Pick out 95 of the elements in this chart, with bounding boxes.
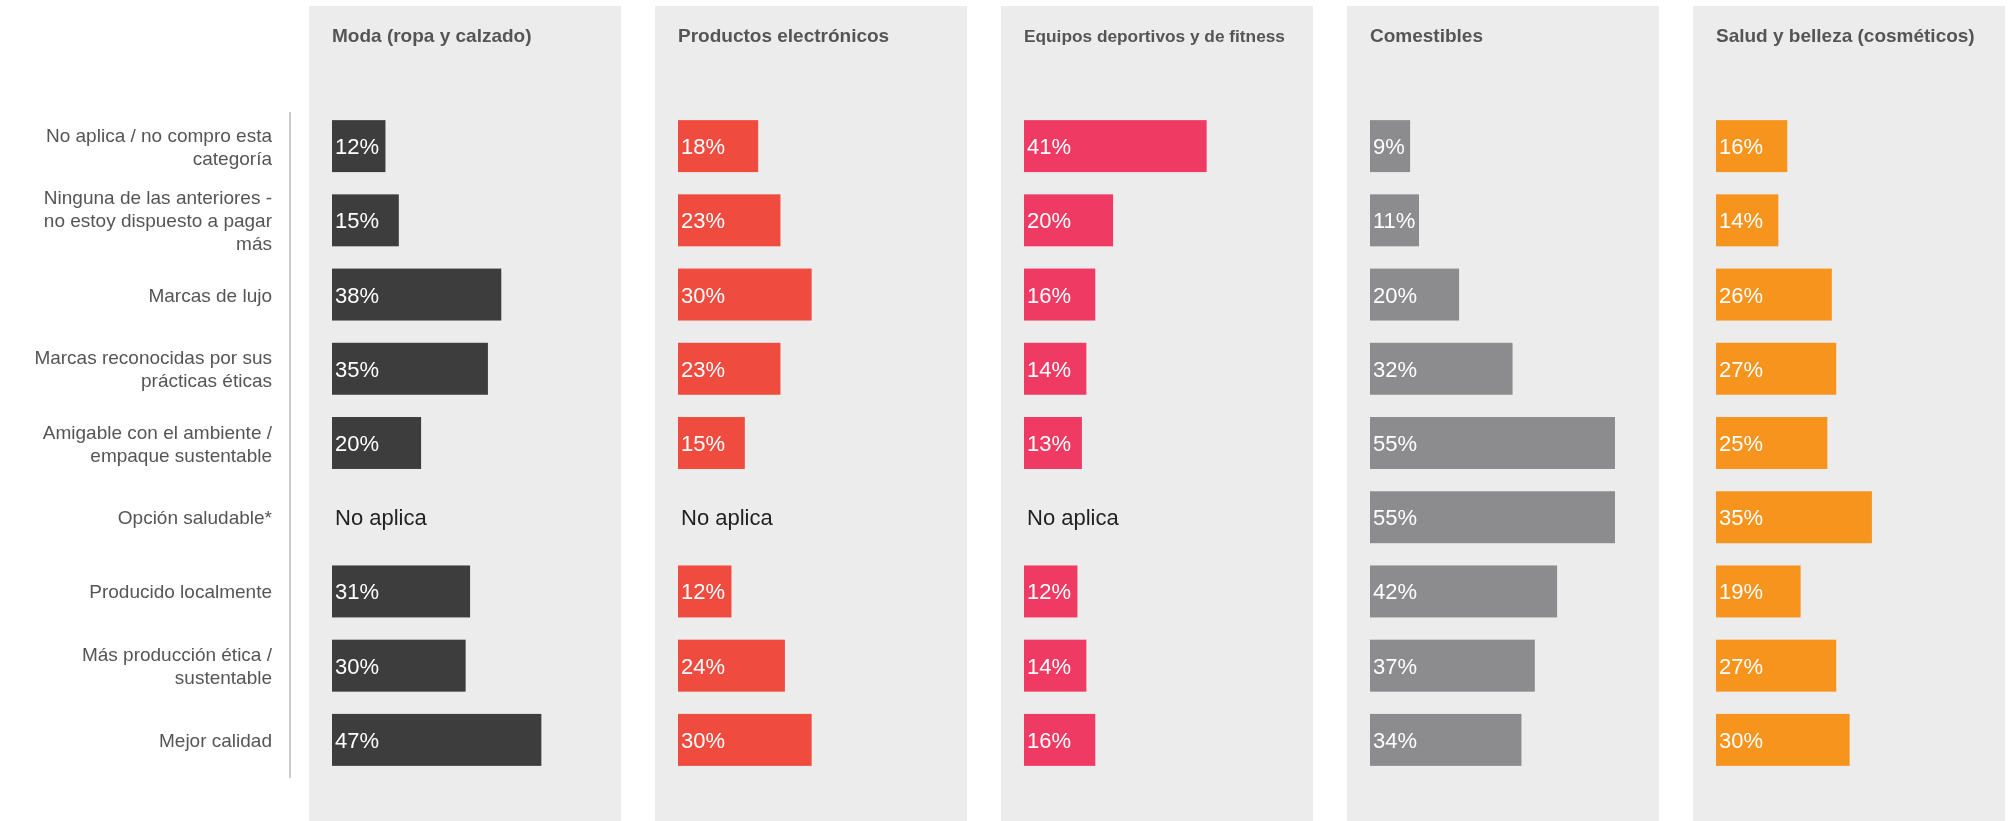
bar — [1024, 639, 1087, 692]
bar — [1024, 342, 1087, 395]
bar — [1370, 268, 1460, 321]
chart-title: Moda (ropa y calzado) — [332, 25, 532, 46]
y-tick-label: No aplica / no compro esta categoría — [45, 124, 273, 169]
data-label: 41% — [1027, 134, 1072, 160]
data-label: 55% — [1373, 431, 1418, 456]
data-label: 30% — [1719, 727, 1764, 753]
data-label: 35% — [335, 356, 380, 382]
data-label: 38% — [335, 282, 380, 308]
bar — [1716, 639, 1837, 692]
data-label: 31% — [335, 579, 380, 605]
data-label: 25% — [1719, 431, 1764, 456]
data-label: 11% — [1373, 208, 1416, 234]
y-tick-label: Mejor calidad — [159, 729, 272, 751]
data-label: 26% — [1719, 282, 1764, 308]
data-label: 20% — [1027, 208, 1072, 234]
data-label: 19% — [1719, 579, 1764, 605]
y-tick-label: Más producción ética / sustentable — [81, 644, 273, 689]
y-tick-label: Marcas reconocidas por sus prácticas éticas — [34, 347, 272, 392]
data-label: 27% — [1719, 356, 1764, 382]
y-tick-label: Ninguna de las anteriores - no estoy dispuesto a pagar más — [43, 187, 273, 255]
text: No aplica — [1027, 505, 1119, 531]
data-label: 12% — [335, 134, 380, 160]
chart-title: Comestibles — [1370, 25, 1483, 46]
bar — [332, 417, 422, 469]
bar — [1716, 417, 1828, 469]
data-label: 16% — [1027, 727, 1072, 753]
bar — [332, 268, 502, 321]
bar — [678, 120, 759, 173]
text: No aplica — [335, 505, 427, 531]
data-label: 35% — [1719, 505, 1764, 531]
bar — [678, 268, 812, 321]
data-label: 34% — [1373, 727, 1418, 753]
data-label: 12% — [1027, 579, 1072, 605]
data-label: 23% — [681, 208, 726, 234]
chart-title: Salud y belleza (cosméticos) — [1716, 25, 1975, 46]
bar — [1716, 268, 1832, 321]
bar — [678, 639, 785, 692]
bar — [332, 713, 542, 766]
data-label: 55% — [1373, 505, 1418, 531]
data-label: 18% — [681, 134, 726, 160]
y-tick-label: Marcas de lujo — [148, 284, 272, 306]
data-label: 24% — [681, 653, 726, 679]
data-label: 16% — [1027, 282, 1072, 308]
bar — [1370, 565, 1558, 618]
data-label: 42% — [1373, 579, 1418, 605]
bar — [332, 194, 399, 247]
bar — [1716, 565, 1801, 618]
bar — [1024, 194, 1114, 247]
y-tick-label: Opción saludable* — [117, 507, 273, 529]
data-label: 30% — [681, 282, 726, 308]
data-label: 14% — [1719, 208, 1764, 234]
data-label: 9% — [1373, 134, 1405, 160]
bar — [1370, 639, 1535, 692]
bar — [332, 565, 471, 618]
data-label: 15% — [335, 208, 380, 234]
bar — [1716, 120, 1788, 173]
bar — [1370, 713, 1522, 766]
data-label: 37% — [1373, 653, 1418, 679]
bar — [332, 342, 488, 395]
bar — [332, 639, 466, 692]
data-label: 13% — [1027, 431, 1072, 456]
bar — [1370, 417, 1615, 469]
bar — [1716, 342, 1837, 395]
data-label: 15% — [681, 431, 726, 456]
bar — [678, 342, 781, 395]
y-tick-label: Producido localmente — [89, 581, 272, 603]
data-label: 32% — [1373, 356, 1418, 382]
bar — [1024, 268, 1096, 321]
bar — [1716, 713, 1850, 766]
bar — [1716, 194, 1779, 247]
bar — [1716, 491, 1872, 544]
data-label: 14% — [1027, 653, 1072, 679]
bar — [678, 713, 812, 766]
bar — [678, 417, 745, 469]
bar — [1370, 342, 1513, 395]
text: No aplica — [681, 505, 773, 531]
data-label: 20% — [335, 431, 380, 456]
bar — [1024, 120, 1207, 173]
chart-title: Equipos deportivos y de fitness — [1024, 26, 1285, 46]
data-label: 30% — [681, 727, 726, 753]
chart-title: Productos electrónicos — [678, 25, 890, 46]
data-label: 47% — [335, 727, 380, 753]
data-label: 14% — [1027, 356, 1072, 382]
bar — [1024, 713, 1096, 766]
bar — [678, 194, 781, 247]
data-label: 23% — [681, 356, 726, 382]
data-label: 30% — [335, 653, 380, 679]
data-label: 27% — [1719, 653, 1764, 679]
data-label: 16% — [1719, 134, 1764, 160]
data-label: 12% — [681, 579, 726, 605]
data-label: 20% — [1373, 282, 1418, 308]
bar — [1370, 491, 1615, 544]
y-tick-label: Amigable con el ambiente / empaque sustentable — [42, 421, 273, 466]
